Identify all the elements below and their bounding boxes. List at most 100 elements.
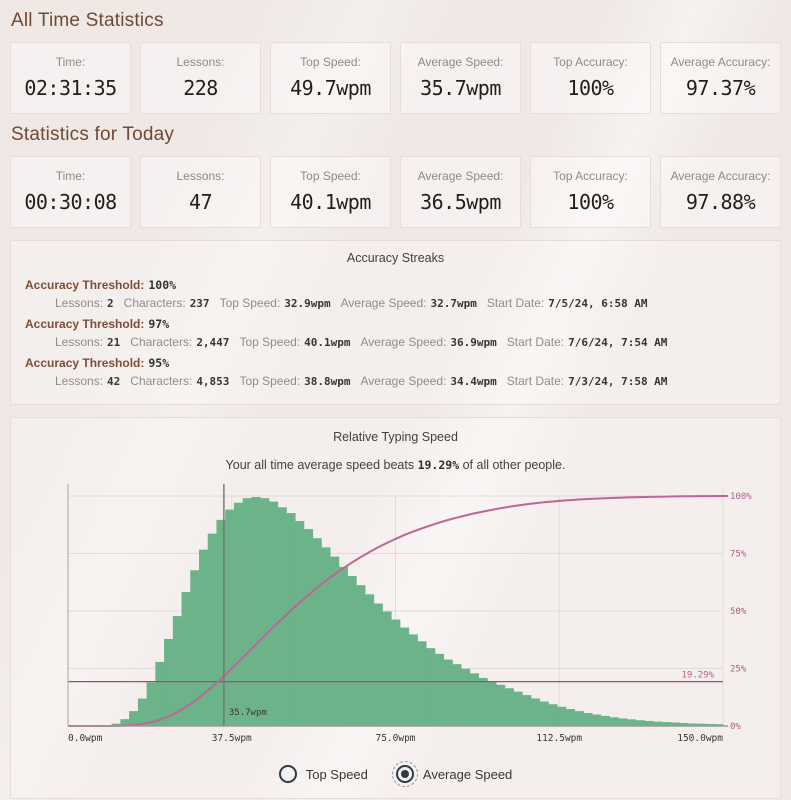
- streak-field-value: 237: [189, 297, 210, 310]
- histogram-bar: [225, 509, 235, 726]
- x-tick-37.5: 37.5wpm: [212, 733, 252, 744]
- stat-label: Lessons:: [176, 55, 225, 69]
- histogram-bar: [626, 719, 637, 726]
- histogram-bar: [207, 533, 217, 726]
- streak-field-value: 2: [107, 297, 114, 310]
- streak-field-value: 32.7wpm: [430, 297, 477, 310]
- stat-value: 97.88%: [685, 190, 756, 214]
- stat-label: Top Accuracy:: [553, 55, 628, 69]
- histogram-bar: [137, 698, 148, 726]
- histogram-bar: [522, 695, 532, 726]
- histogram-bar: [129, 711, 139, 726]
- histogram-bar: [268, 501, 279, 726]
- histogram-bar: [487, 681, 497, 726]
- histogram-area: [102, 497, 724, 726]
- histogram-bar: [592, 714, 602, 726]
- histogram-bar: [565, 709, 576, 726]
- radio-option-average-speed[interactable]: Average Speed: [391, 761, 513, 787]
- stat-card-time: Time: 02:31:35: [10, 42, 131, 114]
- stat-label: Average Accuracy:: [670, 55, 771, 69]
- histogram-bar: [609, 717, 619, 726]
- relative-speed-chart-svg: 19.29% 35.7wpm 0.0wpm 37.5wpm 75.0wpm 112.5wp…: [67, 484, 752, 744]
- histogram-bar: [321, 547, 331, 726]
- streak-field-label: Average Speed:: [360, 374, 447, 388]
- histogram-bar: [251, 497, 261, 726]
- stat-value: 228: [183, 76, 218, 100]
- histogram-bar: [557, 706, 567, 726]
- stat-cards-row: Time: 02:31:35 Lessons: 228 Top Speed: 49.7wp…: [10, 42, 781, 114]
- histogram-bar: [364, 594, 375, 726]
- streak-field-value: 38.8wpm: [304, 375, 351, 388]
- histogram-bar: [635, 720, 645, 726]
- stat-value: 100%: [567, 76, 614, 100]
- stat-card-average-speed: Average Speed: 36.5wpm: [400, 156, 521, 228]
- y-tick-50: 50%: [730, 607, 747, 617]
- streak-field-label: Lessons:: [55, 296, 104, 310]
- histogram-bar: [216, 519, 226, 726]
- radio-button-top-speed[interactable]: [278, 765, 297, 783]
- histogram-bar: [653, 721, 663, 726]
- cumulative-percent-line: [68, 495, 728, 727]
- subtitle-suffix: of all other people.: [459, 458, 566, 472]
- relative-typing-speed-panel: Relative Typing Speed Your all time aver…: [10, 417, 781, 799]
- histogram-bar: [426, 648, 436, 726]
- average-speed-marker-label: 35.7wpm: [229, 708, 267, 718]
- stat-label: Top Accuracy:: [553, 169, 628, 183]
- streak-threshold-value: 100%: [148, 278, 177, 292]
- histogram-bar: [190, 570, 200, 726]
- streak-field-label: Lessons:: [55, 335, 104, 349]
- y-tick-25: 25%: [730, 665, 747, 675]
- histogram-bar: [199, 549, 209, 726]
- streak-field-value: 42: [107, 375, 121, 388]
- radio-option-top-speed[interactable]: Top Speed: [278, 765, 368, 783]
- stat-value: 47: [188, 190, 213, 214]
- streak-field-label: Start Date:: [506, 335, 565, 349]
- histogram-bar: [539, 701, 549, 726]
- streak-threshold-label: Accuracy Threshold:: [25, 356, 145, 370]
- histogram-bar: [146, 682, 156, 726]
- histogram-bar: [347, 576, 357, 726]
- histogram-bar: [434, 653, 445, 726]
- streak-field-value: 36.9wpm: [450, 336, 497, 349]
- y-tick-100: 100%: [730, 492, 752, 502]
- histogram-bar: [312, 538, 322, 726]
- histogram-bar: [356, 585, 366, 726]
- streak-field-label: Start Date:: [486, 296, 545, 310]
- histogram-bar: [111, 723, 121, 726]
- streak-field-value: 21: [107, 336, 121, 349]
- streak-field-value: 4,853: [196, 375, 230, 388]
- histogram-bar: [679, 723, 689, 726]
- streak-field-value: 7/3/24, 7:58 AM: [568, 375, 668, 388]
- streak-field-value: 32.9wpm: [284, 297, 331, 310]
- streak-threshold-label: Accuracy Threshold:: [25, 317, 145, 331]
- stat-value: 35.7wpm: [420, 76, 501, 100]
- streak-field-value: 7/5/24, 6:58 AM: [548, 297, 648, 310]
- stat-label: Average Speed:: [417, 55, 504, 69]
- histogram-bar: [260, 498, 270, 726]
- histogram-bar: [705, 723, 715, 726]
- histogram-bar: [277, 507, 287, 726]
- histogram-bar: [120, 719, 130, 726]
- x-tick-0: 0.0wpm: [68, 733, 103, 744]
- histogram-bar: [391, 619, 401, 726]
- stat-label: Average Accuracy:: [670, 169, 771, 183]
- streak-field-label: Top Speed:: [239, 335, 301, 349]
- stat-card-average-accuracy: Average Accuracy: 97.88%: [660, 156, 781, 228]
- threshold-19-29-label: 19.29%: [681, 671, 714, 681]
- x-tick-112.5: 112.5wpm: [536, 733, 582, 744]
- streak-field-label: Top Speed:: [219, 296, 281, 310]
- stat-card-average-speed: Average Speed: 35.7wpm: [400, 42, 521, 114]
- section-title-all-time: All Time Statistics: [11, 10, 164, 31]
- histogram-bar: [714, 724, 724, 726]
- radio-label-average-speed: Average Speed: [422, 766, 513, 782]
- histogram-bar: [661, 722, 672, 726]
- histogram-bar: [618, 718, 628, 726]
- stat-label: Top Speed:: [300, 55, 361, 69]
- radio-button-average-speed[interactable]: [391, 761, 418, 787]
- chart-title: Relative Typing Speed: [333, 430, 458, 444]
- histogram-bar: [574, 711, 584, 726]
- stat-label: Top Speed:: [300, 169, 361, 183]
- relative-speed-chart: 19.29% 35.7wpm 0.0wpm 37.5wpm 75.0wpm 112.5wp…: [11, 474, 780, 754]
- histogram-bar: [469, 673, 479, 726]
- accuracy-streaks-panel: Accuracy Streaks Accuracy Threshold: 100%…: [10, 240, 781, 405]
